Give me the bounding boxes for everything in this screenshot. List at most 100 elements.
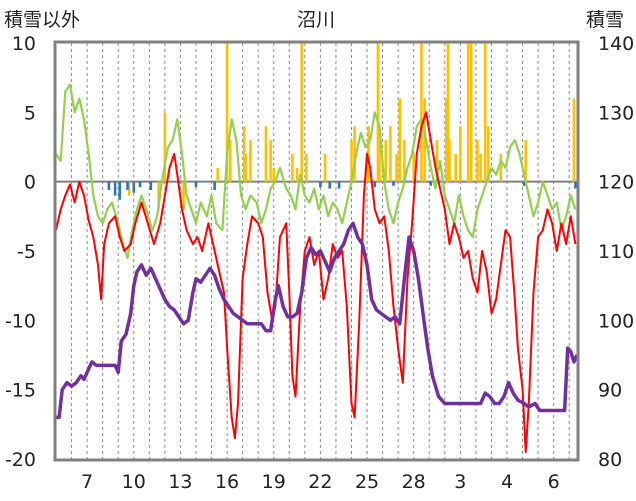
negative-bar bbox=[574, 181, 577, 189]
precipitation-bar bbox=[412, 153, 416, 182]
plot-frame bbox=[53, 40, 580, 462]
bar-layer bbox=[107, 43, 577, 210]
precipitation-bar bbox=[384, 140, 388, 182]
precipitation-bar bbox=[376, 43, 380, 182]
precipitation-bar bbox=[216, 167, 220, 182]
precipitation-bar bbox=[242, 126, 246, 182]
precipitation-bar bbox=[249, 140, 252, 182]
right-axis-label: 積雪 bbox=[586, 9, 624, 31]
precipitation-bar bbox=[459, 126, 462, 182]
right-tick-label: 80 bbox=[598, 449, 622, 471]
negative-bar bbox=[429, 181, 433, 186]
left-tick-label: -5 bbox=[17, 241, 36, 263]
precipitation-bar bbox=[445, 98, 448, 182]
negative-bar bbox=[328, 181, 332, 189]
negative-bar bbox=[373, 181, 377, 188]
negative-bar bbox=[194, 181, 198, 188]
precipitation-bar bbox=[225, 43, 229, 182]
right-tick-label: 90 bbox=[598, 380, 622, 402]
precipitation-bar bbox=[466, 43, 470, 182]
precipitation-bar bbox=[272, 167, 276, 182]
series-line-purple bbox=[56, 221, 579, 420]
negative-bar bbox=[118, 181, 122, 200]
precipitation-bar bbox=[269, 140, 272, 182]
right-tick-label: 110 bbox=[598, 241, 634, 263]
negative-bar bbox=[522, 181, 526, 186]
x-tick-label: 13 bbox=[168, 471, 192, 493]
precipitation-bar bbox=[367, 126, 370, 182]
precipitation-bar bbox=[572, 98, 576, 182]
negative-bar bbox=[132, 181, 136, 193]
precipitation-bar bbox=[350, 140, 353, 182]
precipitation-bar bbox=[420, 43, 423, 182]
precipitation-bar bbox=[182, 181, 185, 210]
precipitation-bar bbox=[378, 140, 381, 182]
line-layer bbox=[55, 83, 579, 454]
precipitation-bar bbox=[483, 43, 487, 182]
x-tick-label: 16 bbox=[215, 471, 239, 493]
x-tick-label: 19 bbox=[262, 471, 286, 493]
series-line-red bbox=[55, 111, 577, 454]
x-tick-label: 7 bbox=[81, 471, 93, 493]
precipitation-bar bbox=[476, 140, 479, 182]
negative-bar bbox=[138, 181, 142, 188]
x-tick-label: 25 bbox=[355, 471, 379, 493]
left-axis-label: 積雪以外 bbox=[4, 9, 80, 31]
precipitation-bar bbox=[499, 153, 503, 182]
precipitation-bar bbox=[435, 140, 439, 182]
precipitation-bar bbox=[365, 153, 369, 182]
x-tick-label: 6 bbox=[548, 471, 560, 493]
right-axis-ticks: 140 130 120 110 100 90 80 bbox=[598, 33, 634, 471]
x-tick-label: 10 bbox=[122, 471, 146, 493]
precipitation-bar bbox=[454, 153, 457, 182]
negative-bar bbox=[113, 181, 117, 196]
right-tick-label: 120 bbox=[598, 172, 634, 194]
precipitation-bar bbox=[395, 153, 398, 182]
precipitation-bar bbox=[228, 140, 232, 182]
precipitation-bar bbox=[389, 126, 392, 182]
x-tick-label: 28 bbox=[402, 471, 426, 493]
grid-layer bbox=[55, 43, 577, 459]
left-tick-label: 5 bbox=[24, 102, 36, 124]
right-tick-label: 100 bbox=[598, 310, 634, 332]
x-tick-label: 4 bbox=[501, 471, 513, 493]
title-layer: 積雪以外 沼川 積雪 bbox=[4, 9, 624, 31]
series-line-green bbox=[55, 83, 577, 259]
negative-bar bbox=[149, 181, 153, 190]
precipitation-bar bbox=[353, 126, 356, 182]
precipitation-bar bbox=[487, 126, 490, 182]
precipitation-bar bbox=[163, 112, 167, 182]
precipitation-bar bbox=[244, 153, 248, 182]
x-tick-label: 22 bbox=[308, 471, 332, 493]
negative-bar bbox=[126, 181, 129, 190]
precipitation-bar bbox=[524, 140, 527, 182]
left-tick-label: 10 bbox=[12, 33, 36, 55]
chart-title: 沼川 bbox=[297, 9, 335, 31]
precipitation-bar bbox=[479, 153, 482, 182]
precipitation-bar bbox=[300, 43, 304, 182]
precipitation-bar bbox=[423, 98, 426, 182]
left-tick-label: 0 bbox=[24, 172, 36, 194]
precipitation-bar bbox=[323, 153, 327, 182]
x-axis-ticks: 7 10 13 16 19 22 25 28 3 4 6 bbox=[81, 471, 560, 493]
left-tick-label: -10 bbox=[5, 310, 36, 332]
left-axis-ticks: 10 5 0 -5 -10 -15 -20 bbox=[5, 33, 36, 471]
precipitation-bar bbox=[264, 126, 268, 182]
precipitation-bar bbox=[448, 140, 451, 182]
left-tick-label: -15 bbox=[5, 380, 36, 402]
right-tick-label: 130 bbox=[598, 102, 634, 124]
x-tick-label: 3 bbox=[454, 471, 466, 493]
negative-bar bbox=[213, 181, 216, 190]
negative-bar bbox=[319, 181, 322, 188]
precipitation-bar bbox=[127, 181, 131, 196]
left-tick-label: -20 bbox=[5, 449, 36, 471]
precipitation-bar bbox=[469, 43, 473, 182]
precipitation-bar bbox=[398, 98, 402, 182]
negative-bar bbox=[337, 181, 341, 189]
precipitation-bar bbox=[157, 181, 160, 210]
precipitation-bar bbox=[291, 153, 294, 182]
precipitation-bar bbox=[446, 43, 450, 182]
negative-bar bbox=[107, 181, 111, 190]
right-tick-label: 140 bbox=[598, 33, 634, 55]
